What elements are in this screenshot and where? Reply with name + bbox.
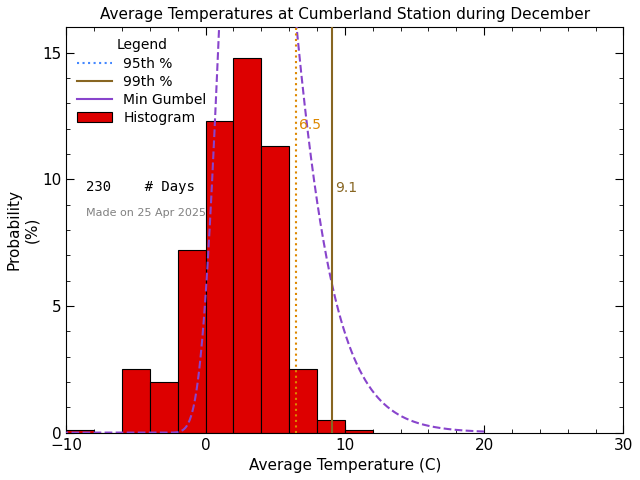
Bar [317, 420, 345, 432]
Text: 6.5: 6.5 [299, 118, 321, 132]
X-axis label: Average Temperature (C): Average Temperature (C) [248, 458, 441, 473]
Bar [205, 121, 234, 432]
Bar [150, 382, 178, 432]
Bar [66, 430, 94, 432]
Bar [122, 369, 150, 432]
Text: 9.1: 9.1 [335, 181, 357, 195]
Bar [234, 58, 261, 432]
Bar [289, 369, 317, 432]
Bar [261, 146, 289, 432]
Text: 230    # Days: 230 # Days [86, 180, 195, 194]
Title: Average Temperatures at Cumberland Station during December: Average Temperatures at Cumberland Stati… [100, 7, 590, 22]
Legend: 95th %, 99th %, Min Gumbel, Histogram: 95th %, 99th %, Min Gumbel, Histogram [73, 34, 211, 129]
Y-axis label: Probability
(%): Probability (%) [7, 190, 39, 270]
Bar [345, 430, 372, 432]
Bar [178, 250, 205, 432]
Text: Made on 25 Apr 2025: Made on 25 Apr 2025 [86, 208, 205, 218]
